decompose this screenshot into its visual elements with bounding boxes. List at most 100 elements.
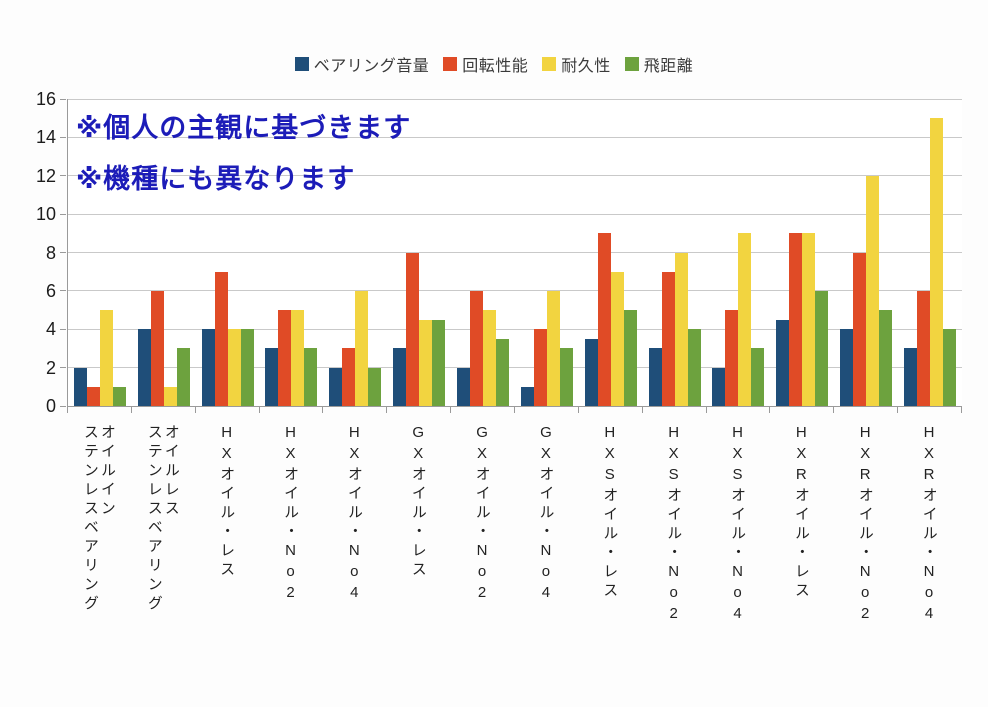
- bar-回転性能-9: [597, 233, 611, 406]
- bar-group-12: [770, 99, 834, 406]
- bar-回転性能-12: [789, 233, 803, 406]
- x-tick-11: [769, 406, 771, 413]
- x-label-slot-2: オイルレス ステンレスベアリング: [131, 424, 195, 702]
- bar-ベアリング音量-7: [457, 367, 471, 406]
- bar-回転性能-5: [342, 348, 356, 406]
- bar-group-2: [132, 99, 196, 406]
- bar-回転性能-13: [853, 252, 867, 406]
- legend-label: ベアリング音量: [313, 58, 430, 75]
- x-tick-13: [897, 406, 899, 413]
- bar-回転性能-6: [406, 252, 420, 406]
- gridline-12: [68, 175, 962, 177]
- x-label-slot-7: GXオイル・No2: [450, 424, 514, 702]
- x-label-slot-1: オイルイン ステンレスベアリング: [67, 424, 131, 702]
- x-tick-3: [258, 406, 260, 413]
- x-label-slot-4: HXオイル・No2: [259, 424, 323, 702]
- x-label-slot-8: GXオイル・No4: [514, 424, 578, 702]
- bar-耐久性-6: [419, 319, 433, 406]
- x-axis-label-5: HXオイル・No4: [345, 424, 363, 605]
- bar-group-14: [898, 99, 962, 406]
- x-axis-label-4: HXオイル・No2: [281, 424, 299, 605]
- bar-耐久性-11: [738, 233, 752, 406]
- bar-group-9: [579, 99, 643, 406]
- gridline-8: [68, 252, 962, 253]
- annotation-note-1: ※個人の主観に基づきます: [76, 113, 412, 143]
- legend-label: 回転性能: [462, 58, 529, 75]
- x-tick-1: [130, 406, 132, 413]
- x-axis-label-3: HXオイル・レス: [218, 424, 236, 580]
- bar-group-10: [643, 99, 707, 406]
- bar-ベアリング音量-13: [840, 329, 854, 406]
- legend: ベアリング音量 回転性能 耐久性 飛距離: [0, 52, 988, 76]
- bar-group-8: [515, 99, 579, 406]
- bar-耐久性-13: [866, 175, 880, 406]
- x-tick-0: [67, 406, 68, 413]
- bar-ベアリング音量-1: [73, 367, 87, 406]
- y-axis-label-14: 14: [35, 127, 56, 148]
- x-tick-9: [641, 406, 643, 413]
- bar-回転性能-2: [150, 290, 164, 406]
- y-tick-14: [60, 136, 66, 138]
- bar-group-6: [387, 99, 451, 406]
- gridline-10: [68, 213, 962, 215]
- bar-ベアリング音量-6: [393, 348, 407, 406]
- bar-飛距離-7: [496, 338, 510, 406]
- bar-耐久性-4: [291, 310, 305, 406]
- x-axis-label-2: オイルレス ステンレスベアリング: [145, 424, 180, 614]
- x-label-slot-13: HXRオイル・No2: [833, 424, 897, 702]
- legend-label: 飛距離: [643, 58, 694, 75]
- legend-swatch-icon: [624, 57, 639, 71]
- legend-label: 耐久性: [561, 58, 611, 75]
- gridline-2: [68, 367, 962, 369]
- gridline-14: [68, 136, 962, 138]
- bar-ベアリング音量-14: [904, 348, 918, 406]
- y-tick-6: [60, 290, 66, 292]
- x-axis-label-11: HXSオイル・No4: [728, 424, 746, 626]
- x-tick-4: [322, 406, 324, 413]
- bar-飛距離-6: [432, 319, 446, 406]
- y-tick-2: [60, 367, 66, 369]
- bar-回転性能-4: [278, 310, 292, 406]
- x-axis-label-14: HXRオイル・No4: [920, 424, 938, 626]
- bar-回転性能-1: [86, 386, 100, 406]
- y-tick-16: [60, 98, 66, 100]
- bar-ベアリング音量-3: [201, 329, 215, 406]
- y-tick-12: [60, 175, 66, 177]
- bar-回転性能-11: [725, 310, 739, 406]
- x-label-slot-10: HXSオイル・No2: [642, 424, 706, 702]
- bar-飛距離-9: [623, 310, 637, 406]
- legend-swatch-icon: [443, 57, 458, 71]
- x-label-slot-6: GXオイル・レス: [386, 424, 450, 702]
- bar-回転性能-8: [533, 329, 547, 406]
- x-label-slot-3: HXオイル・レス: [195, 424, 259, 702]
- bar-耐久性-5: [355, 290, 369, 406]
- y-tick-8: [60, 252, 66, 253]
- bar-group-13: [834, 99, 898, 406]
- bar-group-7: [451, 99, 515, 406]
- legend-swatch-icon: [542, 57, 557, 71]
- x-axis-label-6: GXオイル・レス: [409, 424, 427, 580]
- bar-回転性能-7: [470, 290, 484, 406]
- bar-耐久性-14: [930, 118, 944, 406]
- gridline-16: [68, 98, 962, 100]
- bar-耐久性-1: [99, 310, 113, 406]
- bar-ベアリング音量-10: [648, 348, 662, 406]
- bar-ベアリング音量-9: [584, 338, 598, 406]
- bar-耐久性-2: [163, 386, 177, 406]
- x-label-slot-11: HXSオイル・No4: [706, 424, 770, 702]
- y-tick-10: [60, 213, 66, 215]
- y-tick-4: [60, 328, 66, 330]
- bar-耐久性-3: [227, 329, 241, 406]
- legend-item-1: ベアリング音量: [294, 52, 430, 76]
- bar-group-3: [196, 99, 260, 406]
- y-axis-label-2: 2: [45, 357, 56, 378]
- bar-飛距離-14: [943, 329, 957, 406]
- x-axis-label-13: HXRオイル・No2: [856, 424, 874, 626]
- bar-group-5: [323, 99, 387, 406]
- x-label-slot-9: HXSオイル・レス: [578, 424, 642, 702]
- bar-耐久性-9: [610, 271, 624, 406]
- bar-飛距離-3: [240, 329, 254, 406]
- plot-area: [67, 98, 962, 407]
- bar-回転性能-14: [917, 290, 931, 406]
